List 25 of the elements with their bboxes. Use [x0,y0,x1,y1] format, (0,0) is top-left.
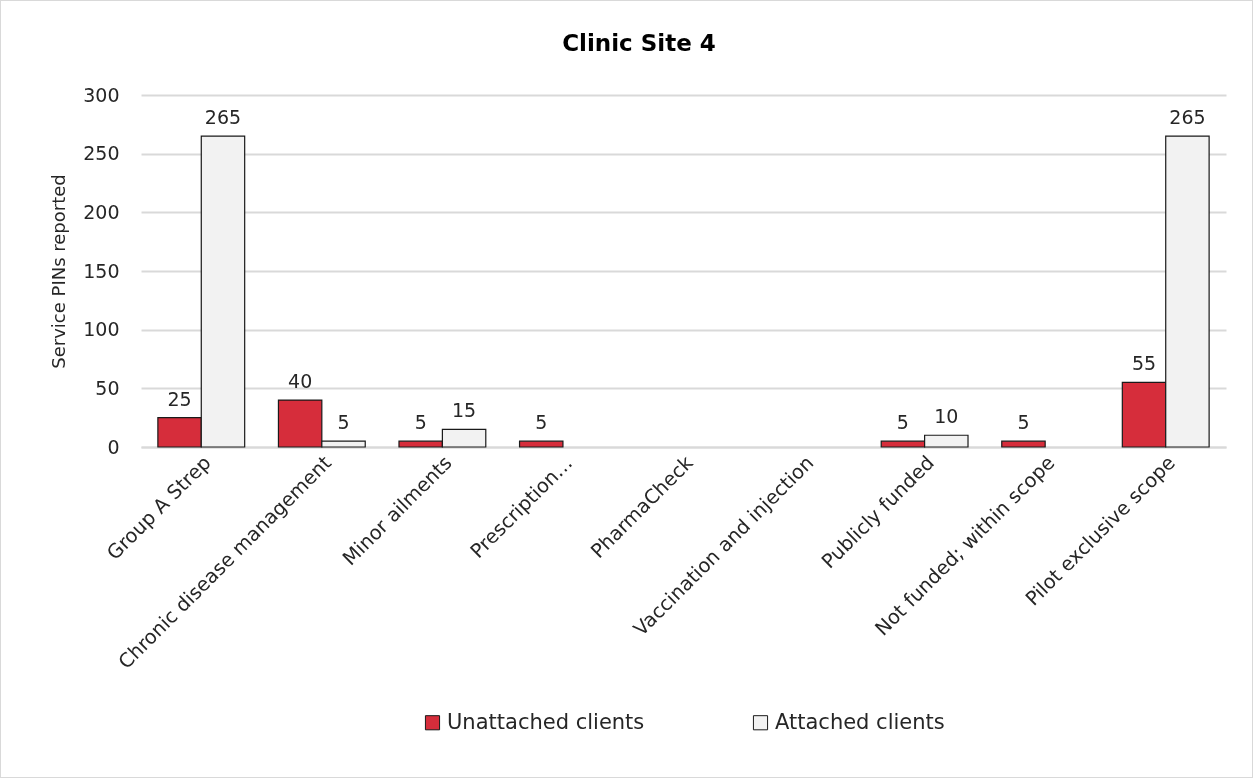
data-label: 5 [1017,411,1030,434]
data-label: 265 [204,106,242,129]
data-label: 5 [896,411,909,434]
y-tick-label: 50 [95,376,120,399]
data-label: 265 [1169,106,1206,129]
y-tick-label: 100 [83,318,120,341]
y-tick-label: 250 [83,142,120,165]
data-label: 15 [452,399,477,422]
data-label: 5 [414,411,427,434]
chart-title: Clinic Site 4 [562,30,716,56]
y-axis-title: Service PINs reported [48,174,70,369]
data-label: 5 [535,411,548,434]
y-tick-label: 0 [107,435,120,458]
y-tick-label: 150 [83,259,120,282]
data-label: 5 [337,411,350,434]
bar [1001,440,1046,448]
y-tick-label: 300 [83,83,120,106]
y-tick-label: 200 [83,200,120,223]
legend-label: Attached clients [775,709,945,734]
data-label: 25 [167,387,192,410]
legend-label: Unattached clients [447,709,645,734]
bar [518,440,564,448]
data-label: 10 [934,405,959,428]
data-label: 40 [288,370,313,393]
data-label: 55 [1131,352,1157,375]
